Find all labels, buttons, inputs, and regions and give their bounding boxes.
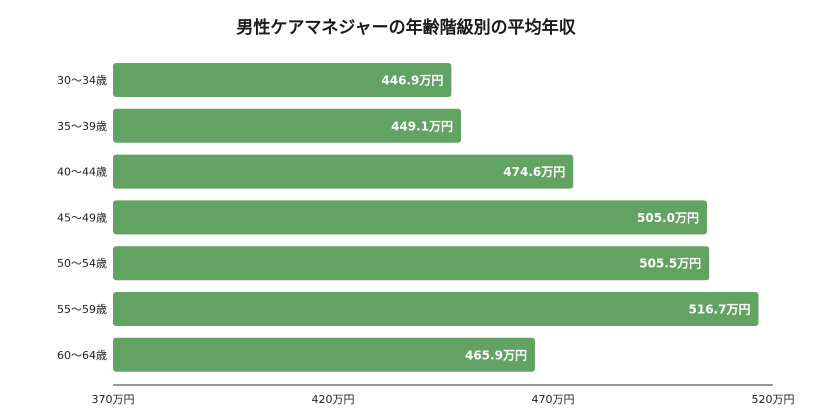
bar-6: [113, 292, 759, 326]
bar-7: [113, 337, 535, 372]
category-label-5: 50〜54歳: [57, 257, 107, 270]
data-label-6: 516.7万円: [689, 303, 751, 317]
x-tick-labels-group: 370万円 420万円 470万円 520万円: [92, 393, 795, 406]
bar-1: [113, 63, 452, 97]
category-label-3: 40〜44歳: [57, 166, 107, 179]
x-tick-label-4: 520万円: [752, 393, 795, 406]
bar-2: [113, 108, 462, 143]
x-tick-label-1: 370万円: [92, 393, 135, 406]
category-labels-group: 30〜34歳 35〜39歳 40〜44歳 45〜49歳 50〜54歳 55〜59歳 60〜6…: [57, 74, 107, 362]
bar-5: [113, 246, 710, 281]
category-label-1: 30〜34歳: [57, 74, 107, 87]
category-label-4: 45〜49歳: [57, 211, 107, 224]
x-tick-label-2: 420万円: [312, 393, 355, 406]
data-label-7: 465.9万円: [465, 348, 527, 362]
bars-group: [113, 63, 759, 372]
data-label-2: 449.1万円: [391, 119, 453, 133]
x-tick-label-3: 470万円: [532, 393, 575, 406]
bar-4: [113, 200, 707, 235]
category-label-7: 60〜64歳: [57, 349, 107, 362]
bar-3: [113, 154, 574, 189]
data-label-1: 446.9万円: [381, 74, 443, 88]
category-label-2: 35〜39歳: [57, 120, 107, 133]
data-labels-group: 446.9万円 449.1万円 474.6万円 505.0万円 505.5万円 516.7…: [381, 74, 750, 363]
data-label-3: 474.6万円: [503, 165, 565, 179]
chart-title: 男性ケアマネジャーの年齢階級別の平均年収: [236, 17, 576, 38]
data-label-5: 505.5万円: [639, 257, 701, 271]
data-label-4: 505.0万円: [637, 211, 699, 225]
category-label-6: 55〜59歳: [57, 303, 107, 316]
